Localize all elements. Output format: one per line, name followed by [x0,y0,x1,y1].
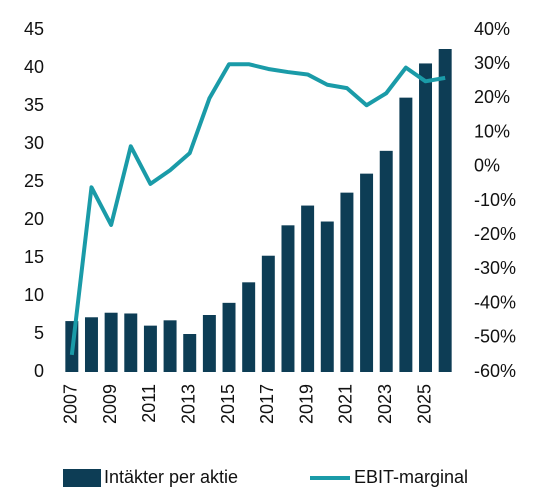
bar [261,255,275,372]
bar [399,97,413,372]
bar [222,302,236,372]
bar [301,205,315,372]
y-tick-label: 45 [24,19,44,39]
bar [183,334,197,372]
bar [419,63,433,372]
bar [379,150,393,372]
x-tick-label: 2017 [257,384,277,424]
y-tick-label: 15 [24,247,44,267]
y2-tick-label: -20% [474,224,516,244]
y2-tick-label: 30% [474,53,510,73]
x-tick-label: 2013 [178,384,198,424]
bar [340,192,354,372]
legend-label: EBIT-marginal [354,467,468,487]
bar [320,221,334,372]
x-tick-label: 2021 [336,384,356,424]
bar [163,320,177,372]
x-tick-label: 2023 [375,384,395,424]
bar [202,315,216,372]
x-tick-label: 2015 [218,384,238,424]
legend-label: Intäkter per aktie [104,467,238,487]
legend-swatch [63,469,101,487]
y-tick-label: 35 [24,95,44,115]
y-tick-label: 10 [24,285,44,305]
y-tick-label: 30 [24,133,44,153]
bar [360,173,374,372]
bar [438,49,452,372]
bar [104,312,118,372]
bar [143,325,157,372]
y2-tick-label: -60% [474,361,516,381]
x-tick-label: 2009 [100,384,120,424]
x-tick-label: 2025 [414,384,434,424]
y2-tick-label: 20% [474,87,510,107]
y2-tick-label: 40% [474,19,510,39]
line [69,62,446,356]
x-tick-label: 2019 [296,384,316,424]
y2-tick-label: -40% [474,292,516,312]
bar [84,317,98,372]
y2-tick-label: -10% [474,190,516,210]
bar [281,225,295,372]
y-tick-label: 5 [34,323,44,343]
x-tick-label: 2007 [61,384,81,424]
y-tick-label: 40 [24,57,44,77]
x-tick-label: 2011 [139,384,159,423]
bar [124,313,138,372]
y-tick-label: 25 [24,171,44,191]
y2-tick-label: -30% [474,258,516,278]
bar [242,282,256,372]
y-tick-label: 0 [34,361,44,381]
y2-tick-label: -50% [474,327,516,347]
y2-tick-label: 10% [474,121,510,141]
y-tick-label: 20 [24,209,44,229]
y2-tick-label: 0% [474,156,500,176]
